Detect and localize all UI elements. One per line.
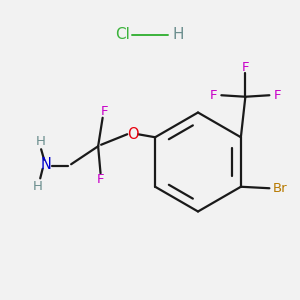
Text: Cl: Cl xyxy=(116,27,130,42)
Text: O: O xyxy=(127,127,138,142)
Text: F: F xyxy=(209,89,217,102)
Text: Br: Br xyxy=(272,182,287,195)
Text: F: F xyxy=(100,105,108,118)
Text: H: H xyxy=(172,27,184,42)
Text: F: F xyxy=(274,89,281,102)
Text: N: N xyxy=(40,157,51,172)
Text: F: F xyxy=(242,61,249,74)
Text: H: H xyxy=(32,180,42,193)
Text: H: H xyxy=(36,135,46,148)
Text: F: F xyxy=(97,173,104,186)
